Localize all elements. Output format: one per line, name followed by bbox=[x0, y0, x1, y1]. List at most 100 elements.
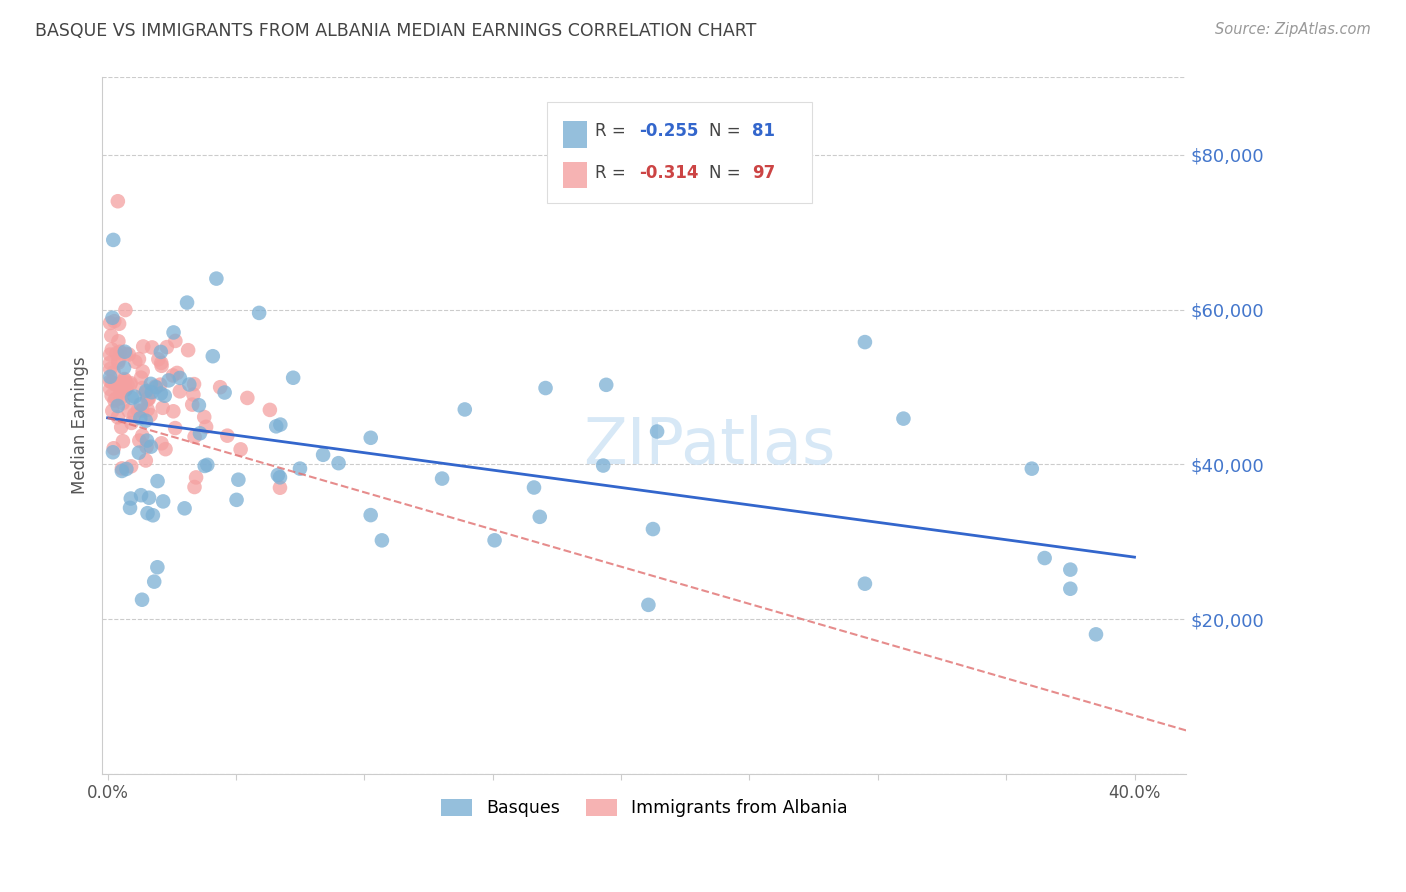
Point bbox=[131, 592, 153, 607]
Point bbox=[641, 522, 664, 536]
Point bbox=[129, 488, 152, 502]
Point bbox=[141, 340, 163, 354]
Point bbox=[101, 376, 124, 390]
Point bbox=[143, 574, 166, 589]
Point bbox=[100, 389, 122, 403]
Text: N =: N = bbox=[709, 164, 747, 182]
Point bbox=[166, 366, 188, 380]
Point bbox=[146, 560, 169, 574]
Point bbox=[188, 426, 211, 441]
Point bbox=[111, 461, 134, 475]
Point bbox=[209, 380, 232, 394]
Point bbox=[131, 381, 153, 395]
Point bbox=[165, 421, 187, 435]
Point bbox=[637, 598, 659, 612]
Y-axis label: Median Earnings: Median Earnings bbox=[72, 357, 89, 494]
Point bbox=[142, 508, 165, 523]
Point bbox=[136, 434, 159, 448]
Point bbox=[150, 356, 173, 370]
Point bbox=[120, 459, 142, 474]
Point bbox=[214, 385, 236, 400]
Point bbox=[523, 481, 546, 495]
Point bbox=[454, 402, 477, 417]
Legend: Basques, Immigrants from Albania: Basques, Immigrants from Albania bbox=[434, 792, 855, 824]
Point bbox=[120, 491, 142, 506]
Point bbox=[179, 377, 201, 392]
Point bbox=[114, 344, 136, 359]
Point bbox=[107, 334, 129, 349]
Point bbox=[115, 382, 138, 396]
Point bbox=[127, 403, 149, 417]
Text: -0.314: -0.314 bbox=[638, 164, 699, 182]
Point bbox=[135, 385, 157, 400]
Point bbox=[136, 392, 159, 406]
Point bbox=[111, 379, 134, 393]
Point bbox=[156, 340, 179, 354]
Point bbox=[131, 403, 153, 417]
Point bbox=[328, 456, 350, 470]
Point bbox=[117, 404, 139, 418]
Point bbox=[529, 509, 551, 524]
Point bbox=[184, 470, 207, 484]
Text: ZIPatlas: ZIPatlas bbox=[583, 416, 835, 477]
Point bbox=[103, 314, 125, 328]
Point bbox=[193, 409, 215, 424]
Point bbox=[146, 474, 169, 488]
Point bbox=[107, 353, 129, 368]
Point bbox=[195, 420, 218, 434]
Point bbox=[135, 440, 157, 454]
Point bbox=[893, 411, 915, 425]
Point bbox=[118, 347, 141, 361]
Point bbox=[114, 374, 136, 388]
Point bbox=[111, 464, 134, 478]
Point bbox=[283, 370, 305, 384]
Point bbox=[112, 374, 135, 388]
Point bbox=[115, 462, 138, 476]
Point bbox=[645, 425, 668, 439]
Point bbox=[111, 376, 134, 391]
Point bbox=[162, 326, 184, 340]
Point bbox=[247, 306, 270, 320]
Point bbox=[138, 392, 160, 406]
Text: R =: R = bbox=[595, 121, 631, 140]
Point bbox=[1021, 461, 1043, 475]
Point bbox=[112, 360, 135, 375]
Point bbox=[98, 348, 121, 362]
Point bbox=[128, 445, 150, 459]
Point bbox=[120, 376, 142, 390]
Point bbox=[229, 442, 252, 457]
Point bbox=[853, 335, 876, 350]
Text: 81: 81 bbox=[752, 121, 776, 140]
Point bbox=[145, 380, 167, 394]
Point bbox=[259, 403, 281, 417]
Point bbox=[98, 369, 121, 384]
Point bbox=[135, 384, 157, 398]
Point bbox=[139, 440, 162, 454]
Point bbox=[1059, 582, 1081, 596]
Point bbox=[205, 271, 228, 285]
Point bbox=[107, 399, 129, 413]
Point bbox=[288, 461, 311, 475]
Point bbox=[98, 356, 121, 370]
Point bbox=[120, 377, 142, 392]
Point bbox=[110, 391, 132, 405]
Point bbox=[131, 428, 153, 442]
Text: N =: N = bbox=[709, 121, 747, 140]
Point bbox=[107, 356, 129, 370]
Point bbox=[150, 436, 173, 450]
Point bbox=[177, 343, 200, 358]
Point bbox=[195, 458, 218, 472]
Point bbox=[269, 481, 291, 495]
FancyBboxPatch shape bbox=[547, 102, 813, 202]
Point bbox=[131, 364, 153, 378]
Point bbox=[124, 390, 146, 404]
Text: BASQUE VS IMMIGRANTS FROM ALBANIA MEDIAN EARNINGS CORRELATION CHART: BASQUE VS IMMIGRANTS FROM ALBANIA MEDIAN… bbox=[35, 22, 756, 40]
Point bbox=[98, 362, 121, 376]
Point bbox=[149, 386, 172, 401]
Point bbox=[121, 416, 143, 430]
Point bbox=[139, 376, 162, 391]
FancyBboxPatch shape bbox=[562, 161, 586, 188]
Point bbox=[98, 316, 121, 330]
Point bbox=[430, 472, 453, 486]
Point bbox=[595, 377, 617, 392]
